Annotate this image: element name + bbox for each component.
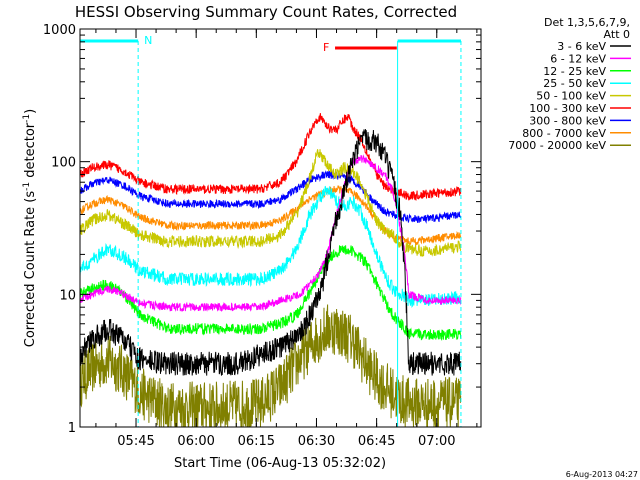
- y-tick-label: 100: [51, 156, 76, 171]
- traces-layer: [79, 113, 462, 428]
- legend-entry-label: 300 - 800 keV: [529, 114, 606, 127]
- timestamp: 6-Aug-2013 04:27: [566, 470, 638, 479]
- y-tick-label: 1000: [43, 23, 76, 38]
- y-tick-label: 10: [59, 288, 76, 303]
- y-tick-label: 1: [68, 421, 76, 436]
- night-label: N: [144, 34, 152, 47]
- legend-entry-label: 12 - 25 keV: [543, 65, 606, 78]
- legend-title-line2: Att 0: [604, 28, 630, 41]
- x-axis-label: Start Time (06-Aug-13 05:32:02): [174, 456, 386, 471]
- x-tick-label: 06:15: [238, 434, 275, 449]
- legend-entry-label: 3 - 6 keV: [557, 40, 606, 53]
- x-tick-label: 07:00: [418, 434, 455, 449]
- legend-entry-label: 100 - 300 keV: [529, 102, 606, 115]
- y-axis-label: Corrected Count Rate (s-1 detector-1): [22, 109, 38, 347]
- chart-title: HESSI Observing Summary Count Rates, Cor…: [75, 3, 457, 21]
- legend-title-line1: Det 1,3,5,6,7,9,: [544, 16, 630, 29]
- legend-entry-label: 7000 - 20000 keV: [508, 139, 606, 152]
- legend-entry-label: 25 - 50 keV: [543, 77, 606, 90]
- flare-label: F: [323, 41, 329, 54]
- x-tick-label: 06:30: [298, 434, 335, 449]
- legend-entry-label: 6 - 12 keV: [550, 52, 606, 65]
- axes-layer: 05:45 06:00 06:15 06:30 06:45 07:00 1 10 100 1000: [43, 23, 481, 449]
- series-trace: [79, 129, 462, 376]
- x-tick-label: 06:45: [358, 434, 395, 449]
- series-trace: [79, 113, 462, 201]
- plot-frame: [79, 28, 482, 428]
- x-tick-label: 05:45: [117, 434, 154, 449]
- x-tick-label: 06:00: [177, 434, 214, 449]
- legend-entry-label: 800 - 7000 keV: [522, 127, 606, 140]
- legend-entry-label: 50 - 100 keV: [536, 90, 606, 103]
